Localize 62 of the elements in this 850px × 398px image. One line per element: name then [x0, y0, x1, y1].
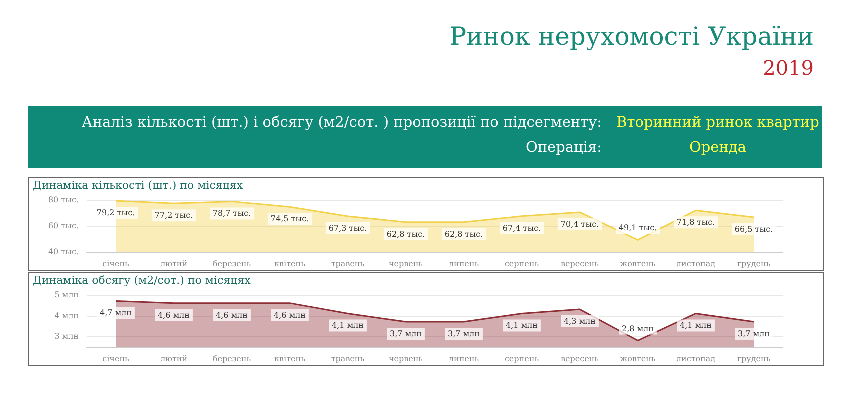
data-label: 62,8 тыс. — [444, 230, 484, 239]
x-tick-label: серпень — [504, 260, 540, 268]
data-label: 49,1 тыс. — [618, 224, 658, 233]
y-tick-label: 4 млн — [54, 311, 79, 320]
y-tick-label: 3 млн — [54, 332, 79, 342]
y-tick-label: 60 тыс. — [48, 222, 79, 230]
x-tick-label: лютий — [160, 260, 188, 268]
x-tick-label: вересень — [561, 354, 600, 364]
x-tick-label: вересень — [561, 260, 600, 268]
data-label: 74,5 тыс. — [270, 214, 310, 224]
data-label: 71,8 тыс. — [676, 218, 716, 228]
x-tick-label: серпень — [504, 354, 540, 364]
x-tick-label: квітень — [274, 260, 306, 268]
text: Аналіз кількості (шт.) і обсягу (м2/сот. ) пропозиції по підсегменту: — [82, 115, 602, 131]
x-tick-label: червень — [388, 354, 424, 364]
text: 2019 — [763, 56, 814, 80]
chart-title: Динаміка кількості (шт.) по місяцях — [33, 179, 244, 192]
x-tick-label: червень — [388, 260, 424, 268]
data-label: 4,6 млн — [158, 310, 190, 320]
text: Оренда — [688, 140, 748, 156]
x-tick-label: грудень — [737, 354, 772, 364]
x-tick-label: листопад — [676, 260, 716, 268]
data-label: 4,6 млн — [216, 310, 248, 320]
data-label: 3,7 млн — [738, 330, 770, 339]
data-label: 4,6 млн — [274, 310, 306, 320]
data-label: 2,8 млн — [622, 324, 654, 334]
x-tick-label: жовтень — [620, 354, 656, 364]
data-label: 3,7 млн — [390, 330, 422, 339]
data-label: 4,7 млн — [100, 308, 132, 318]
data-label: 67,3 тыс. — [328, 224, 368, 234]
text: Вторинний ринок квартир — [616, 115, 820, 131]
data-label: 62,8 тыс. — [386, 230, 426, 239]
x-tick-label: квітень — [274, 354, 306, 364]
y-tick-label: 80 тыс. — [48, 196, 79, 204]
x-tick-label: січень — [102, 260, 130, 268]
text: Ринок нерухомості України — [450, 22, 814, 51]
data-label: 67,4 тыс. — [502, 224, 542, 233]
chart-title: Динаміка обсягу (м2/сот.) по місяцях — [33, 274, 251, 287]
data-label: 66,5 тыс. — [734, 225, 774, 234]
x-tick-label: березень — [212, 260, 252, 268]
text: Операція: — [526, 140, 602, 156]
y-tick-label: 40 тыс. — [48, 248, 79, 256]
data-label: 4,1 млн — [680, 321, 712, 330]
data-label: 4,1 млн — [332, 321, 364, 330]
x-tick-label: листопад — [676, 354, 716, 364]
x-tick-label: липень — [448, 354, 480, 364]
data-label: 4,3 млн — [564, 317, 596, 326]
data-label: 77,2 тыс. — [154, 211, 194, 220]
x-tick-label: травень — [331, 354, 366, 364]
x-tick-label: січень — [102, 354, 130, 364]
x-tick-label: травень — [331, 260, 366, 268]
y-tick-label: 5 млн — [54, 290, 79, 300]
x-tick-label: грудень — [737, 260, 772, 268]
data-label: 78,7 тыс. — [212, 209, 252, 218]
x-tick-label: березень — [212, 354, 252, 364]
x-tick-label: липень — [448, 260, 480, 268]
data-label: 3,7 млн — [448, 330, 480, 339]
data-label: 70,4 тыс. — [560, 220, 600, 229]
x-tick-label: лютий — [160, 354, 188, 364]
x-tick-label: жовтень — [620, 260, 656, 268]
data-label: 79,2 тыс. — [96, 208, 136, 218]
data-label: 4,1 млн — [506, 321, 538, 330]
